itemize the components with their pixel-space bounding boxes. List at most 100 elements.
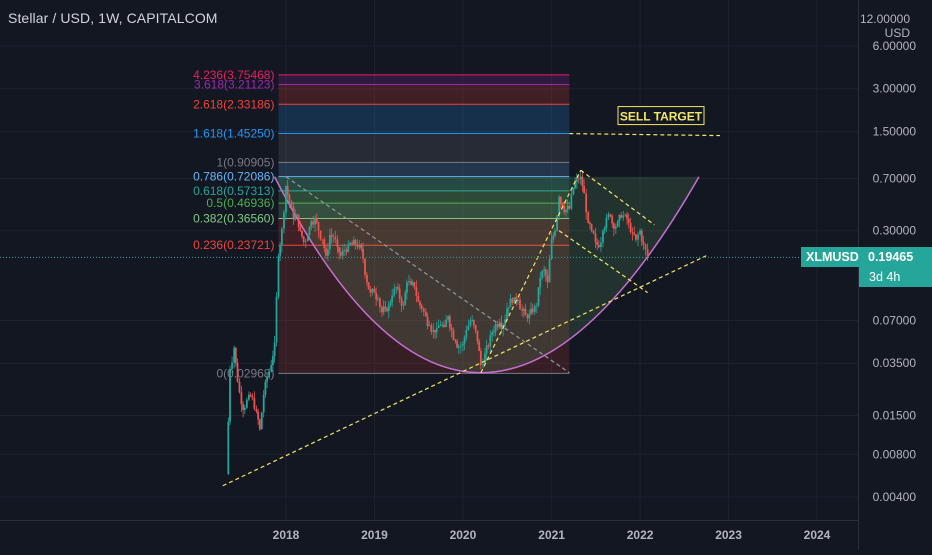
candle-body xyxy=(575,178,578,182)
candle-body xyxy=(354,240,357,245)
sell-target-box xyxy=(617,106,705,126)
candle-body xyxy=(424,311,427,317)
candle-body xyxy=(369,289,372,293)
candle-body xyxy=(410,281,412,285)
candle-body xyxy=(435,327,438,333)
candle-body xyxy=(494,324,497,332)
fib-level-label: 1.618(1.45250) xyxy=(193,126,274,140)
candle-body xyxy=(507,307,510,309)
time-tick-label: 2020 xyxy=(450,528,477,542)
candle-body xyxy=(260,412,263,430)
candle-body xyxy=(441,324,444,326)
candle-body xyxy=(519,299,521,310)
candle-body xyxy=(308,226,311,235)
candle-body xyxy=(312,221,315,225)
candle-body xyxy=(315,217,318,223)
candle-body xyxy=(290,201,293,207)
candle-body xyxy=(245,399,248,408)
candle-body xyxy=(279,245,282,256)
candle-body xyxy=(543,269,546,272)
candle-body xyxy=(323,239,326,249)
candle-body xyxy=(238,381,241,393)
candle-body xyxy=(616,221,619,227)
candle-body xyxy=(631,232,634,233)
candle-body xyxy=(402,304,405,306)
candle-body xyxy=(422,308,425,312)
candle-body xyxy=(484,353,486,365)
candle-body xyxy=(334,237,337,240)
candle-body xyxy=(358,244,361,248)
candle-body xyxy=(587,212,590,224)
candle-body xyxy=(387,304,390,311)
candle-body xyxy=(234,347,237,364)
candle-body xyxy=(262,394,265,413)
fib-zone xyxy=(278,133,570,163)
cup-fill xyxy=(274,176,699,373)
candle-body xyxy=(321,239,324,241)
time-tick-label: 2019 xyxy=(361,528,388,542)
candle-body xyxy=(521,309,523,311)
candle-body xyxy=(579,176,582,180)
candle-body xyxy=(258,419,261,430)
fib-level-label: 0.618(0.57313) xyxy=(193,184,274,198)
candle-body xyxy=(531,308,534,313)
candle-body xyxy=(413,282,416,288)
candle-body xyxy=(474,325,477,331)
candle-body xyxy=(379,298,381,307)
candle-body xyxy=(469,320,472,326)
candle-body xyxy=(253,397,256,409)
candle-body xyxy=(563,205,566,213)
last-price-symbol: XLMUSD xyxy=(806,250,859,264)
candle-body xyxy=(373,288,376,293)
candle-body xyxy=(462,343,464,346)
candle-body xyxy=(314,217,316,225)
candle-body xyxy=(613,223,615,229)
candle-body xyxy=(420,305,423,309)
candle-body xyxy=(530,308,532,314)
candle-body xyxy=(257,411,260,420)
candle-body xyxy=(434,329,436,333)
candle-body xyxy=(283,212,285,229)
candle-body xyxy=(556,216,558,231)
fib-level-label: 4.236(3.75468) xyxy=(193,68,274,82)
candle-body xyxy=(467,325,470,330)
candle-body xyxy=(415,287,418,296)
fib-level-label: 0.382(0.36560) xyxy=(193,212,274,226)
candle-body xyxy=(546,275,549,283)
candle-body xyxy=(251,395,254,398)
candle-body xyxy=(642,241,645,245)
candle-body xyxy=(450,327,453,330)
candle-body xyxy=(330,234,333,237)
candle-body xyxy=(432,329,435,332)
candles xyxy=(227,170,649,475)
time-tick-label: 2018 xyxy=(273,528,300,542)
candle-body xyxy=(570,194,573,209)
candle-body xyxy=(243,407,246,410)
fib-level-label: 0(0.02968) xyxy=(216,366,274,380)
candle-body xyxy=(528,313,531,319)
candle-body xyxy=(408,281,410,283)
candle-body xyxy=(622,215,625,218)
candle-body xyxy=(459,345,462,347)
candle-body xyxy=(589,223,591,225)
candle-body xyxy=(597,244,600,248)
candle-body xyxy=(517,299,519,302)
candle-body xyxy=(229,368,231,422)
candle-body xyxy=(592,230,595,234)
candle-body xyxy=(618,215,621,222)
candle-body xyxy=(633,232,636,235)
candle-body xyxy=(548,259,551,283)
last-price-tag: XLMUSD 0.19465 3d 4h xyxy=(801,247,932,287)
chart-title: Stellar / USD, 1W, CAPITALCOM xyxy=(8,10,218,26)
candle-body xyxy=(471,320,474,321)
candle-body xyxy=(524,308,527,316)
candle-body xyxy=(522,308,525,311)
candle-body xyxy=(273,342,276,357)
candle-body xyxy=(476,330,479,342)
price-tick-label: 0.00800 xyxy=(873,447,917,461)
candle-body xyxy=(395,287,398,289)
candle-body xyxy=(292,206,295,220)
candle-body xyxy=(294,215,297,220)
